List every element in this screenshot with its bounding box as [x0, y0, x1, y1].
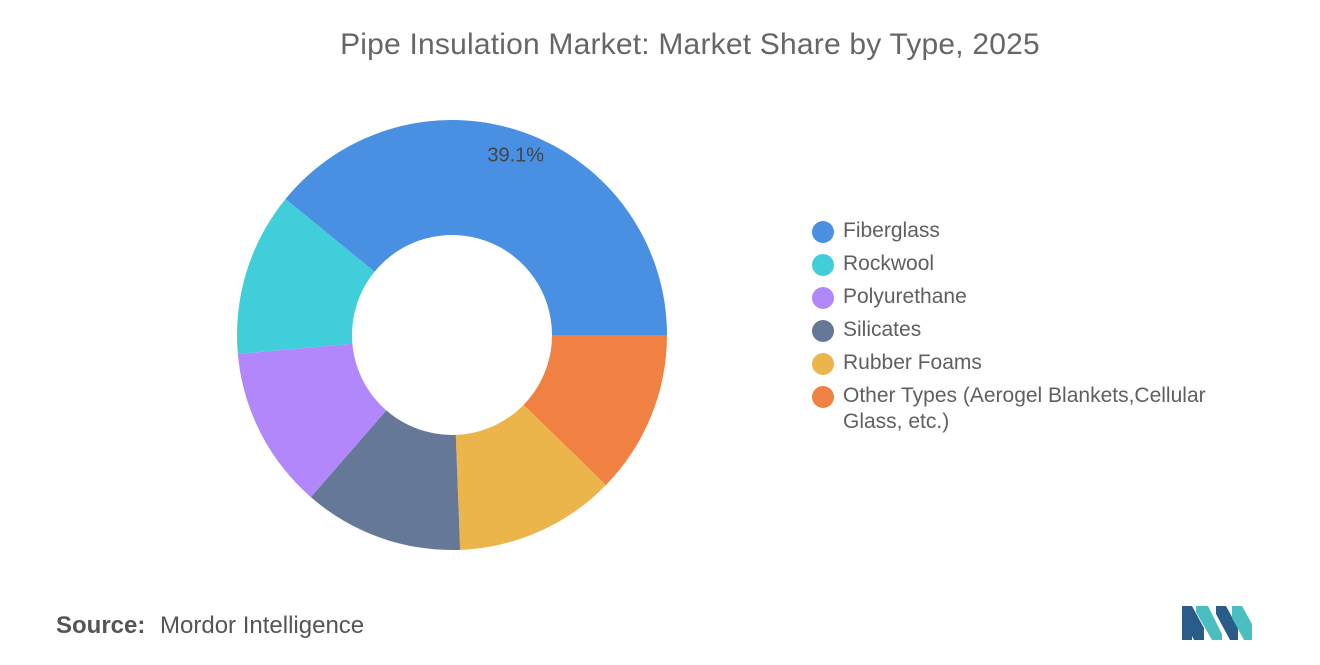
legend-label-other-types: Other Types (Aerogel Blankets,Cellular G…: [843, 384, 1206, 433]
legend-label-rockwool: Rockwool: [843, 252, 935, 275]
slice-other-types: [523, 335, 667, 486]
donut-slices: [237, 119, 667, 550]
slice-fiberglass: [285, 119, 667, 335]
donut-data-labels: 39.1%: [487, 145, 544, 167]
legend-label-fiberglass: Fiberglass: [843, 219, 940, 242]
slice-rubber-foams: [455, 404, 606, 550]
legend-label-polyurethane: Polyurethane: [843, 285, 967, 308]
legend-swatch-rubber-foams: [812, 353, 834, 375]
slice-polyurethane: [237, 343, 387, 498]
legend-item-rockwool: Rockwool: [812, 251, 1242, 277]
mordor-intelligence-logo-icon: [1182, 606, 1252, 640]
slice-rockwool: [237, 198, 375, 354]
legend-swatch-rockwool: [812, 254, 834, 276]
chart-title: Pipe Insulation Market: Market Share by …: [340, 28, 1040, 61]
chart-legend: Fiberglass Rockwool Polyurethane Silicat…: [812, 218, 1242, 442]
source-name: Mordor Intelligence: [160, 612, 365, 639]
legend-item-polyurethane: Polyurethane: [812, 284, 1242, 310]
legend-swatch-other-types: [812, 386, 834, 408]
source-prefix: Source:: [56, 612, 146, 639]
source-note: Source: Mordor Intelligence: [56, 612, 364, 640]
legend-item-rubber-foams: Rubber Foams: [812, 350, 1242, 376]
legend-label-silicates: Silicates: [843, 318, 922, 341]
legend-label-rubber-foams: Rubber Foams: [843, 351, 982, 374]
legend-item-silicates: Silicates: [812, 317, 1242, 343]
legend-swatch-polyurethane: [812, 287, 834, 309]
legend-swatch-fiberglass: [812, 221, 834, 243]
legend-swatch-silicates: [812, 320, 834, 342]
legend-item-fiberglass: Fiberglass: [812, 218, 1242, 244]
legend-item-other-types: Other Types (Aerogel Blankets,Cellular G…: [812, 383, 1242, 435]
slice-silicates: [310, 410, 461, 550]
data-label-fiberglass: 39.1%: [487, 145, 544, 167]
